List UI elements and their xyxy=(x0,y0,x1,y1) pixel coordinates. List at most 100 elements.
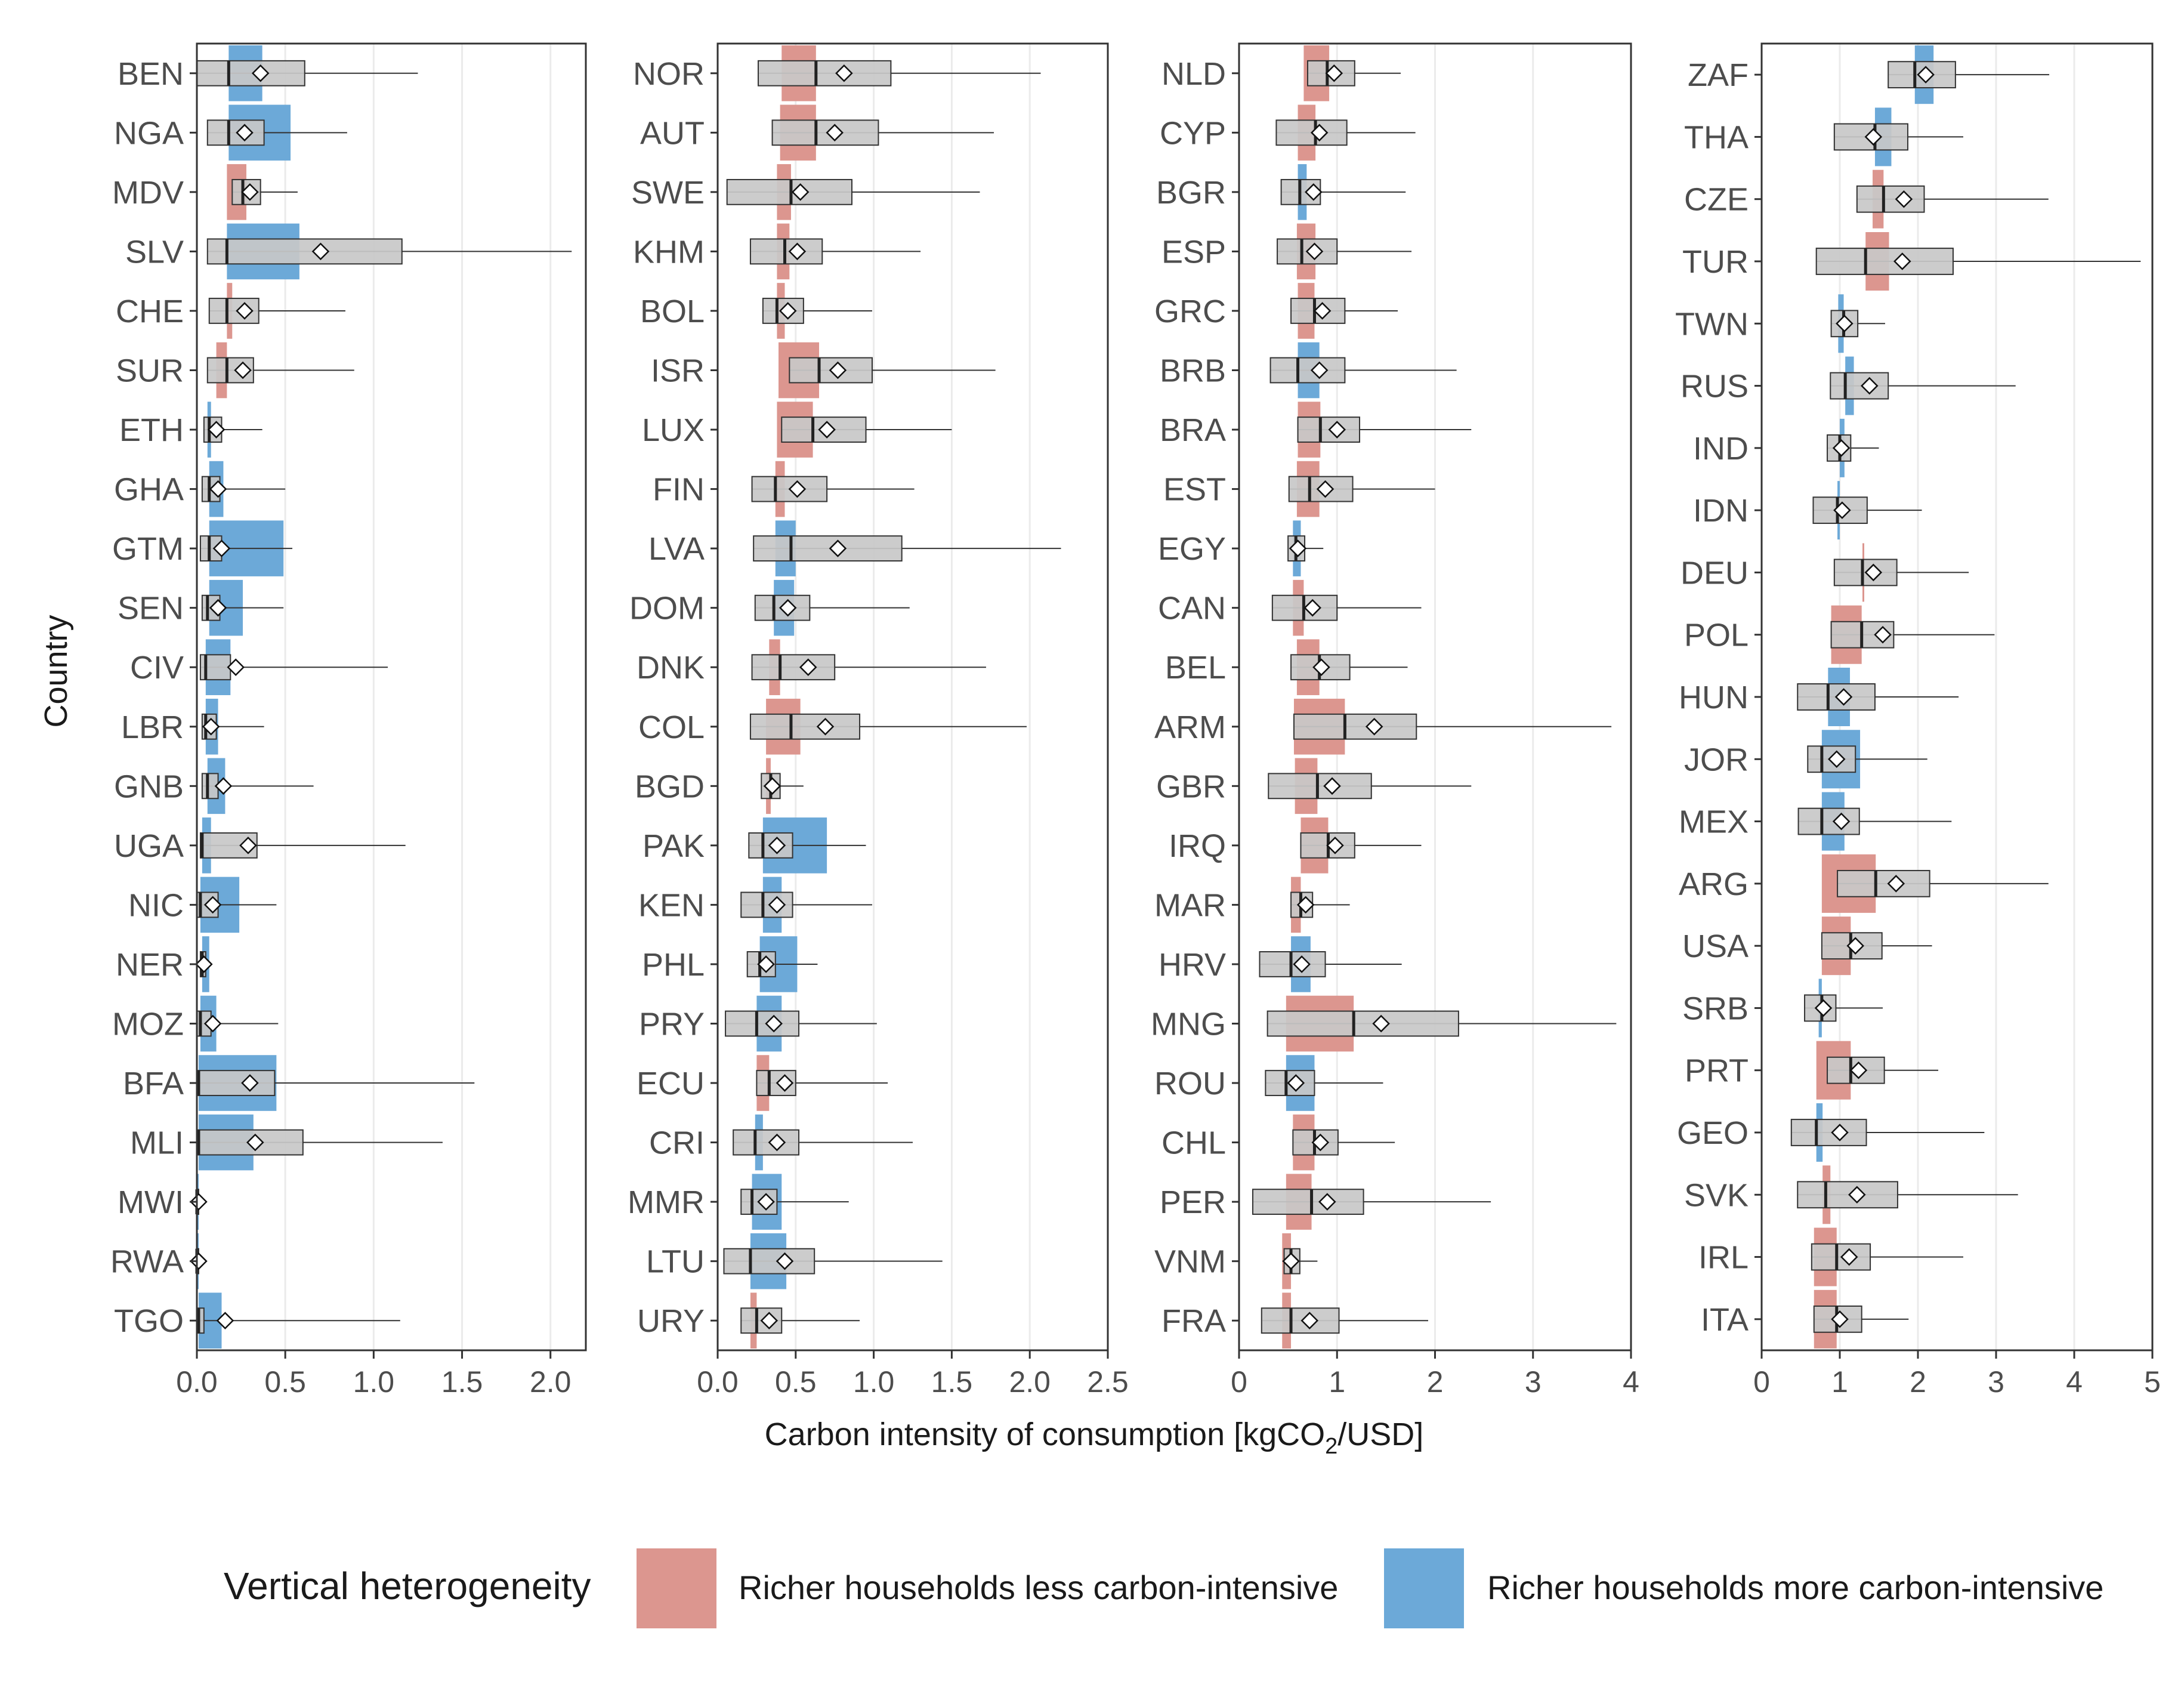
mean-marker xyxy=(1827,750,1846,769)
row-gha: GHA xyxy=(114,461,286,517)
country-label: GTM xyxy=(112,531,184,567)
row-srb: SRB xyxy=(1682,979,1883,1038)
panel-border xyxy=(196,42,587,1351)
country-label: BEL xyxy=(1165,650,1226,686)
mean-marker xyxy=(1313,302,1332,320)
row-ury: URY xyxy=(637,1292,860,1349)
row-vnm: VNM xyxy=(1154,1233,1318,1289)
country-label: CHE xyxy=(116,294,184,329)
mean-marker xyxy=(1895,190,1913,208)
country-label: MWI xyxy=(118,1184,184,1220)
row-bgr: BGR xyxy=(1156,164,1406,220)
country-label: ECU xyxy=(637,1066,705,1101)
x-tick-label: 2.0 xyxy=(1009,1365,1051,1399)
mean-marker xyxy=(1328,421,1346,439)
country-label: SVK xyxy=(1684,1177,1749,1213)
x-tick-label: 2.0 xyxy=(530,1365,572,1399)
mean-marker xyxy=(236,124,254,142)
country-label: UGA xyxy=(114,828,184,864)
row-mex: MEX xyxy=(1679,792,1952,851)
country-label: ARG xyxy=(1679,866,1749,902)
country-label: BFA xyxy=(123,1066,184,1101)
row-mng: MNG xyxy=(1151,995,1617,1052)
country-label: SUR xyxy=(116,353,184,389)
x-tick-label: 2 xyxy=(1427,1365,1444,1399)
country-label: HRV xyxy=(1159,947,1226,983)
row-mdv: MDV xyxy=(112,164,298,220)
mean-marker xyxy=(251,64,270,82)
iqr-box xyxy=(753,535,903,562)
country-label: HUN xyxy=(1679,680,1749,715)
row-arg: ARG xyxy=(1679,854,2049,913)
row-cri: CRI xyxy=(649,1114,913,1171)
mean-marker xyxy=(246,1133,264,1152)
country-label: MOZ xyxy=(112,1007,184,1042)
mean-marker xyxy=(1293,955,1311,973)
mean-marker xyxy=(1365,718,1383,736)
row-fin: FIN xyxy=(653,461,915,517)
mean-marker xyxy=(835,64,853,82)
mean-marker xyxy=(212,539,231,557)
mean-marker xyxy=(202,718,220,736)
chart-panels: BEN NGA MDV SLV CHE SUR ETH GHA GTM SEN CIV LBR GNB U… xyxy=(110,42,2161,1399)
country-label: AUT xyxy=(640,115,705,151)
panel-2: NOR AUT SWE KHM BOL ISR LUX FIN LVA DOM DNK COL BGD P… xyxy=(628,42,1129,1399)
country-label: MAR xyxy=(1154,887,1226,923)
row-gtm: GTM xyxy=(112,520,293,576)
country-label: TWN xyxy=(1675,306,1749,342)
row-cyp: CYP xyxy=(1160,104,1416,161)
mean-marker xyxy=(195,955,213,973)
mean-marker xyxy=(779,598,797,617)
row-per: PER xyxy=(1160,1174,1491,1230)
row-lbr: LBR xyxy=(121,698,264,755)
mean-marker xyxy=(241,183,259,201)
row-moz: MOZ xyxy=(112,995,279,1052)
row-gbr: GBR xyxy=(1156,758,1472,814)
country-label: ZAF xyxy=(1688,57,1749,93)
mean-marker xyxy=(1296,896,1315,914)
country-label: DOM xyxy=(629,591,705,627)
row-swe: SWE xyxy=(631,164,980,220)
x-tick-label: 2.5 xyxy=(1087,1365,1129,1399)
iqr-box xyxy=(749,713,861,740)
iqr-box xyxy=(196,1070,276,1096)
country-label: ARM xyxy=(1154,709,1226,745)
country-label: ITA xyxy=(1701,1302,1749,1338)
row-ner: NER xyxy=(116,936,213,992)
mean-marker xyxy=(1840,1248,1858,1266)
row-nld: NLD xyxy=(1161,45,1401,101)
iqr-box xyxy=(1790,1119,1867,1146)
mean-marker xyxy=(1893,252,1911,270)
mean-marker xyxy=(1814,999,1833,1017)
y-axis-title: Country xyxy=(38,615,74,727)
row-rou: ROU xyxy=(1154,1055,1383,1111)
row-can: CAN xyxy=(1158,579,1422,636)
row-civ: CIV xyxy=(130,639,388,696)
row-eth: ETH xyxy=(119,402,262,458)
country-label: CIV xyxy=(130,650,184,686)
row-mli: MLI xyxy=(130,1114,443,1171)
x-tick-label: 4 xyxy=(1623,1365,1639,1399)
x-tick-label: 1.5 xyxy=(931,1365,973,1399)
panel-border xyxy=(716,42,1109,1351)
row-deu: DEU xyxy=(1681,543,1969,602)
x-tick-label: 1.0 xyxy=(353,1365,395,1399)
iqr-box xyxy=(1797,807,1860,835)
country-label: TGO xyxy=(114,1303,184,1339)
x-tick-label: 1 xyxy=(1329,1365,1345,1399)
mean-marker xyxy=(1861,377,1879,395)
row-sen: SEN xyxy=(118,579,284,636)
x-tick-label: 1.5 xyxy=(441,1365,483,1399)
x-tick-label: 5 xyxy=(2144,1365,2161,1399)
country-label: BRA xyxy=(1160,412,1226,448)
row-phl: PHL xyxy=(642,936,818,992)
iqr-box xyxy=(1856,185,1925,213)
country-label: GRC xyxy=(1154,294,1226,329)
row-usa: USA xyxy=(1682,917,1932,976)
iqr-box xyxy=(733,1129,800,1156)
mean-marker xyxy=(1833,501,1851,519)
mean-marker xyxy=(207,421,225,439)
country-label: MNG xyxy=(1151,1007,1226,1042)
mean-marker xyxy=(757,1193,775,1211)
row-pol: POL xyxy=(1684,605,1995,664)
